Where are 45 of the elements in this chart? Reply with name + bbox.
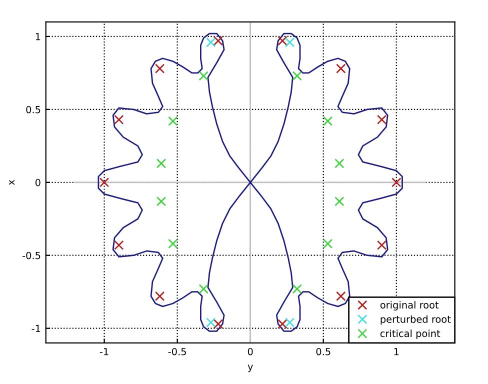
point <box>114 240 124 250</box>
x-tick-label: 1 <box>394 348 399 356</box>
x-axis-title: y <box>248 364 253 372</box>
point <box>278 319 288 329</box>
x-tick-label: -1 <box>100 348 108 356</box>
point <box>392 178 402 188</box>
y-tick-label: -0.5 <box>22 252 40 260</box>
point <box>284 37 295 48</box>
point <box>198 71 208 81</box>
point <box>292 284 302 294</box>
point <box>336 291 346 302</box>
point <box>206 37 216 48</box>
point <box>168 238 178 249</box>
point <box>284 318 295 328</box>
point <box>213 319 224 329</box>
legend-label: perturbed root <box>380 315 451 325</box>
legend-label: original root <box>380 301 439 310</box>
point <box>154 291 165 302</box>
x-tick-label: -0.5 <box>168 348 186 356</box>
x-tick-label: 0 <box>248 348 253 356</box>
x-tick-label: 0.5 <box>316 348 330 356</box>
point <box>156 196 166 206</box>
point <box>156 158 166 168</box>
point <box>292 71 302 81</box>
point <box>334 158 344 168</box>
y-axis-title: x <box>9 180 14 185</box>
point <box>376 114 387 125</box>
y-tick-label: 1 <box>36 33 40 40</box>
point <box>154 64 165 74</box>
point <box>334 196 344 206</box>
y-tick-label: 0.5 <box>26 106 40 114</box>
y-tick-label: 0 <box>35 178 40 186</box>
y-tick-label: -1 <box>32 324 40 332</box>
point <box>206 318 216 328</box>
point <box>278 36 288 46</box>
legend-label: critical point <box>380 330 440 340</box>
point <box>198 284 208 294</box>
point <box>376 240 387 250</box>
point <box>322 116 333 126</box>
point <box>168 116 178 126</box>
point <box>213 36 224 46</box>
point <box>99 178 110 188</box>
point <box>322 238 333 249</box>
point <box>336 64 346 74</box>
point <box>114 114 124 125</box>
